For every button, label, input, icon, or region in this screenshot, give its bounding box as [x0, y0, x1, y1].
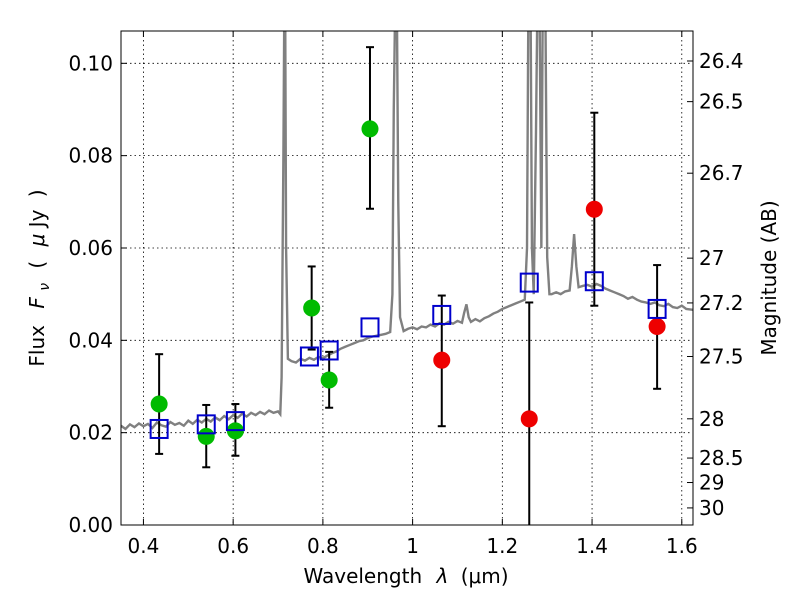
x-tick-label: 0.8	[307, 534, 339, 558]
data-point	[648, 317, 666, 335]
spectrum-line	[121, 31, 693, 431]
y-axis-label-open: (	[25, 261, 49, 269]
y2-tick-label: 29	[699, 471, 724, 495]
x-axis-label: Wavelength λ (μm)	[303, 564, 508, 588]
model-square	[319, 340, 339, 361]
y2-tick-label: 30	[699, 496, 724, 520]
y-tick-label: 0.10	[68, 51, 113, 75]
y-tick-label: 0.00	[68, 513, 113, 537]
model-square	[225, 411, 245, 432]
y-axis-label-subscript: ν	[37, 283, 53, 291]
x-tick-label: 1.4	[576, 534, 608, 558]
y2-tick-label: 28	[699, 407, 724, 431]
y-axis-label-symbol: F	[25, 297, 49, 309]
data-point	[303, 299, 321, 317]
x-tick-label: 1.2	[486, 534, 518, 558]
data-point	[320, 371, 338, 389]
y-tick-label: 0.04	[68, 328, 113, 352]
y2-tick-label: 27	[699, 246, 724, 270]
y2-tick-label: 27.2	[699, 291, 744, 315]
x-tick-label: 1	[406, 534, 419, 558]
y-axis-label-mu: μ	[25, 234, 49, 248]
data-point	[520, 410, 538, 428]
x-axis-label-prefix: Wavelength	[303, 564, 422, 588]
y-axis-label: Flux F ν ( μ Jy )	[25, 189, 54, 366]
y-axis-label-close: )	[25, 189, 49, 197]
x-tick-label: 0.6	[217, 534, 249, 558]
data-point	[150, 395, 168, 413]
data-point	[361, 120, 379, 138]
model-square	[149, 418, 169, 439]
data-point	[585, 200, 603, 218]
x-tick-label: 0.4	[128, 534, 160, 558]
y2-tick-label: 28.5	[699, 446, 744, 470]
model-square	[432, 304, 452, 325]
y2-tick-label: 26.5	[699, 90, 744, 114]
y-axis-label-prefix: Flux	[25, 325, 49, 367]
model-square	[519, 272, 539, 293]
x-axis-label-symbol: λ	[436, 564, 449, 588]
data-point	[433, 351, 451, 369]
ticks: 0.4 0.6 0.8 1 1.2 1.4 1.6 0.00 0.02 0.04 0.06 0.08 0…	[68, 31, 744, 558]
x-tick-label: 1.6	[666, 534, 698, 558]
data-point	[197, 427, 215, 445]
model-square	[299, 346, 319, 367]
axes-frame	[120, 30, 694, 526]
y2-tick-label: 26.4	[699, 49, 744, 73]
model-square	[647, 298, 667, 319]
model-square	[584, 271, 604, 292]
y-tick-label: 0.06	[68, 236, 113, 260]
y-tick-label: 0.08	[68, 144, 113, 168]
y2-tick-label: 27.5	[699, 344, 744, 368]
model-square	[196, 414, 216, 435]
x-axis-label-unit: (μm)	[461, 564, 509, 588]
y2-axis-label: Magnitude (AB)	[757, 200, 781, 355]
y-axis-label-unit: Jy	[25, 209, 49, 229]
y-tick-label: 0.02	[68, 421, 113, 445]
plot-area	[121, 31, 693, 525]
y2-tick-label: 26.7	[699, 161, 744, 185]
model-square	[360, 317, 380, 338]
